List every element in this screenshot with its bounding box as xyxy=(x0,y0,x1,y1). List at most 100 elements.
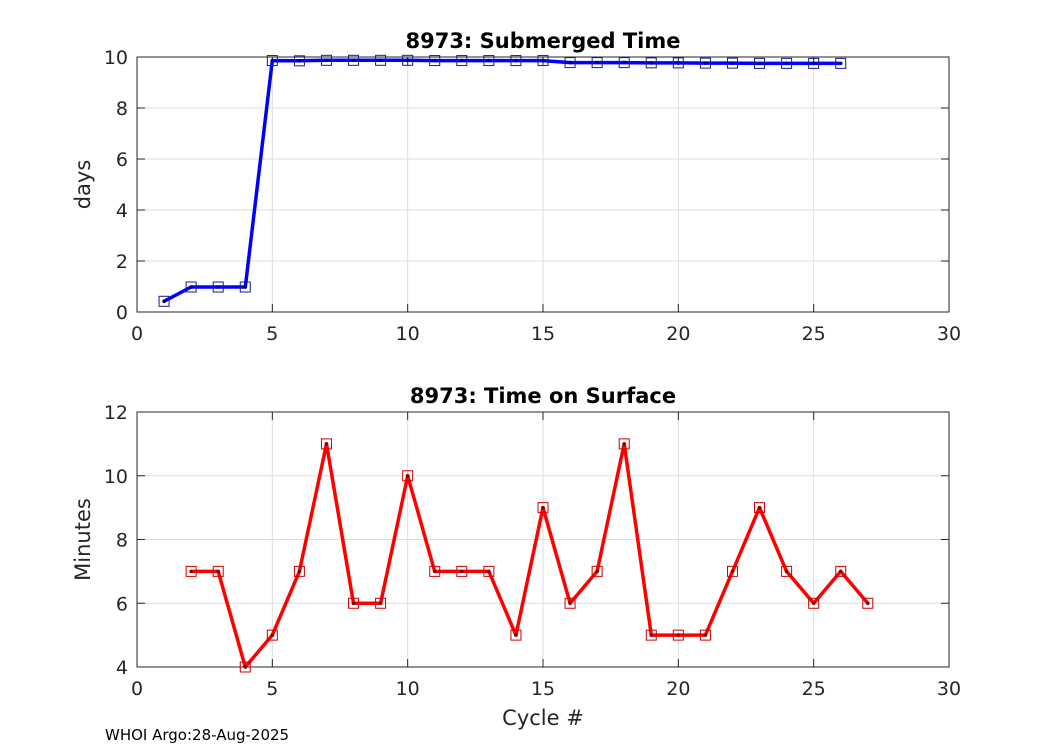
chart0-data-point xyxy=(564,57,576,69)
chart0-y-tick-label: 0 xyxy=(116,302,128,324)
chart0-data-point xyxy=(510,55,522,67)
chart0-data-point-dot xyxy=(622,60,626,65)
chart1-data-point-dot xyxy=(405,473,410,478)
chart0-data-point-dot xyxy=(378,58,383,63)
chart1-data-point xyxy=(483,565,495,577)
chart1-data-point xyxy=(862,597,874,609)
chart0-data-point-dot xyxy=(730,61,735,65)
chart0-data-point-dot xyxy=(757,61,762,66)
chart0-data-point xyxy=(429,55,441,67)
chart1-data-point xyxy=(537,502,549,514)
chart1-data-point xyxy=(239,661,251,673)
chart1-x-tick-label: 15 xyxy=(531,678,555,700)
chart0-data-point-dot xyxy=(189,285,193,289)
chart1-data-point-dot xyxy=(432,569,437,574)
chart0-data-point xyxy=(591,57,603,69)
chart0-data-point xyxy=(266,55,278,67)
chart0-data-point xyxy=(754,57,766,69)
chart0-data-point-dot xyxy=(243,285,248,289)
chart1-data-point-dot xyxy=(757,505,762,510)
chart1-data-point xyxy=(429,565,441,577)
chart1-data-point xyxy=(456,565,468,577)
chart0-data-point-dot xyxy=(216,285,220,289)
chart0-y-tick-label: 4 xyxy=(116,200,128,222)
chart1-data-point-dot xyxy=(676,633,681,637)
chart1-y-tick-label: 10 xyxy=(104,466,128,488)
chart0-y-axis-label: days xyxy=(71,160,95,210)
chart1-data-point-dot xyxy=(324,442,329,446)
chart1-data-point xyxy=(185,565,197,577)
chart1-data-point-dot xyxy=(216,569,220,574)
chart0-data-point-dot xyxy=(568,60,572,65)
chart1-data-point-dot xyxy=(487,569,491,574)
chart0-data-point xyxy=(375,54,387,66)
chart1-data-point-dot xyxy=(243,665,248,669)
chart0-data-point-dot xyxy=(351,58,356,63)
chart0-data-point xyxy=(158,295,170,307)
chart0-x-tick-label: 20 xyxy=(666,323,690,345)
chart1-data-point-dot xyxy=(811,601,816,606)
chart1-x-axis-label: Cycle # xyxy=(502,706,584,730)
chart1-data-point xyxy=(320,438,332,450)
chart1-data-point xyxy=(835,565,847,577)
chart0-y-tick-label: 6 xyxy=(116,149,128,171)
chart1-y-tick-label: 12 xyxy=(104,402,128,424)
chart1-data-point-dot xyxy=(866,601,870,606)
chart1-data-point-dot xyxy=(784,569,789,574)
chart1-data-point xyxy=(781,565,793,577)
chart1-data-point-dot xyxy=(622,442,626,446)
chart0-data-point-dot xyxy=(514,58,518,63)
chart0-data-point xyxy=(185,281,197,293)
chart0-data-point xyxy=(781,57,793,69)
chart1-data-point-dot xyxy=(541,505,545,510)
chart1-x-tick-label: 0 xyxy=(131,678,143,700)
chart0-y-tick-label: 10 xyxy=(104,47,128,69)
chart1-data-point xyxy=(293,565,305,577)
chart1-data-point-dot xyxy=(189,569,193,574)
chart1-data-point-dot xyxy=(460,569,464,574)
chart0-data-point xyxy=(726,57,738,69)
chart1-data-point xyxy=(754,502,766,514)
chart0-x-tick-label: 30 xyxy=(937,323,961,345)
chart1-data-point xyxy=(672,629,684,641)
chart1-data-point-dot xyxy=(351,601,356,606)
chart1-x-tick-label: 10 xyxy=(396,678,420,700)
chart1-data-point xyxy=(402,470,414,482)
chart0-x-tick-label: 25 xyxy=(802,323,826,345)
chart1-data-point-dot xyxy=(838,569,843,574)
chart0-data-point-dot xyxy=(324,58,329,63)
chart0-data-point xyxy=(239,281,251,293)
chart1-data-point-dot xyxy=(514,633,518,637)
chart1-data-point xyxy=(348,597,360,609)
chart0-data-point-dot xyxy=(541,58,545,63)
chart1-data-point-dot xyxy=(595,569,599,574)
chart1-data-point xyxy=(564,597,576,609)
chart1-data-point-dot xyxy=(378,601,383,606)
chart0-title: 8973: Submerged Time xyxy=(405,29,680,53)
chart1-data-point-dot xyxy=(297,569,302,574)
chart0-data-point-dot xyxy=(676,61,681,65)
chart0-data-point-dot xyxy=(270,58,275,63)
chart0-data-point-dot xyxy=(649,61,654,65)
chart0-data-point-dot xyxy=(703,61,708,65)
chart0-data-point xyxy=(672,57,684,69)
chart1-data-point-dot xyxy=(568,601,572,606)
chart0-data-point xyxy=(348,54,360,66)
chart1-data-point xyxy=(726,565,738,577)
chart1-series-line xyxy=(191,442,870,669)
chart0-data-point-dot xyxy=(432,58,437,63)
chart1-data-point xyxy=(212,565,224,577)
submerged-time-chart: 0 5 10 15 20 25 30 0 2 4 6 8 10 8973: Submerged Time d… xyxy=(71,29,961,345)
chart1-data-point-dot xyxy=(270,633,275,637)
chart1-data-point xyxy=(375,597,387,609)
chart0-data-point xyxy=(537,55,549,67)
chart0-data-point-dot xyxy=(595,60,599,65)
chart1-data-point-dot xyxy=(649,633,654,637)
chart0-data-point-dot xyxy=(838,61,843,66)
chart0-data-point-dot xyxy=(784,61,789,66)
footer-text: WHOI Argo:28-Aug-2025 xyxy=(105,726,289,744)
chart0-y-tick-label: 2 xyxy=(116,251,128,273)
chart0-data-point xyxy=(618,57,630,69)
chart1-x-tick-label: 5 xyxy=(266,678,278,700)
